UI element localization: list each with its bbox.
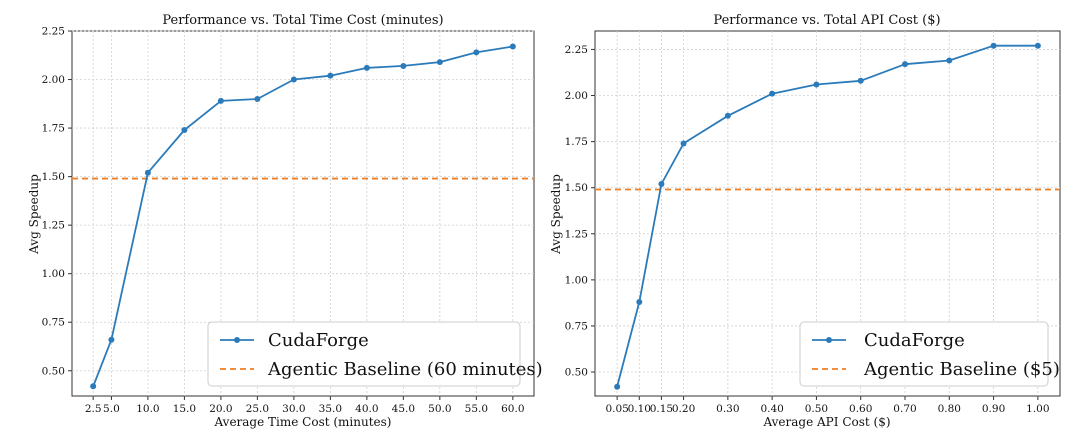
data-point: [509, 43, 516, 50]
x-tick-label: 25.0: [246, 403, 269, 415]
data-point: [181, 127, 188, 134]
legend-box: [207, 321, 521, 387]
data-point: [363, 64, 370, 71]
x-tick-label: 0.60: [849, 403, 872, 415]
x-tick-label: 15.0: [173, 403, 196, 415]
y-tick-label: 1.50: [42, 171, 65, 183]
data-point: [400, 62, 407, 69]
data-point: [144, 169, 151, 176]
data-point: [724, 112, 731, 119]
y-tick-label: 2.25: [565, 44, 588, 56]
data-point: [614, 383, 621, 390]
y-axis-label: Avg Speedup: [549, 174, 563, 255]
x-tick-label: 35.0: [319, 403, 342, 415]
data-point: [857, 77, 864, 84]
y-tick-label: 1.25: [565, 228, 588, 240]
y-tick-label: 2.00: [565, 90, 588, 102]
y-tick-label: 2.25: [42, 26, 65, 38]
legend-series-label: CudaForge: [864, 330, 965, 351]
x-tick-label: 0.80: [938, 403, 961, 415]
legend: CudaForge Agentic Baseline (60 minutes): [207, 321, 543, 387]
x-tick-label: 45.0: [392, 403, 415, 415]
data-point: [254, 95, 261, 102]
x-tick-label: 1.00: [1026, 403, 1049, 415]
x-axis-label: Average API Cost ($): [762, 415, 890, 429]
data-point: [680, 140, 687, 147]
data-series: [90, 43, 516, 390]
y-axis-label: Avg Speedup: [27, 174, 41, 255]
x-tick-label: 20.0: [209, 403, 232, 415]
data-point: [436, 59, 443, 66]
legend-series-label: CudaForge: [268, 330, 369, 351]
data-point: [636, 298, 643, 305]
y-tick-label: 1.00: [565, 274, 588, 286]
data-point: [902, 61, 908, 68]
x-tick-label: 0.50: [805, 403, 828, 415]
y-tick-label: 1.50: [565, 182, 588, 194]
x-axis-label: Average Time Cost (minutes): [213, 415, 391, 429]
chart-title: Performance vs. Total API Cost ($): [713, 13, 940, 28]
plot-area-frame: [594, 30, 1061, 397]
x-tick-label: 10.0: [136, 403, 159, 415]
legend-baseline-label: Agentic Baseline ($5): [863, 359, 1060, 380]
x-tick-label: 5.0: [103, 403, 120, 415]
time-cost-chart: 0.50 0.75 1.00 1.25 1.50 1.75 2.00 2.25 2.5 5.0 10…: [27, 13, 543, 429]
x-tick-label: 50.0: [428, 403, 451, 415]
data-point: [108, 336, 115, 343]
y-tick-label: 0.75: [42, 317, 65, 329]
y-tick-label: 0.75: [565, 320, 588, 332]
x-tick-label: 0.10: [628, 403, 651, 415]
x-tick-label: 55.0: [465, 403, 488, 415]
axis-ticks: 0.50 0.75 1.00 1.25 1.50 1.75 2.00 2.25 2.5 5.0 10…: [42, 26, 525, 416]
x-tick-label: 30.0: [282, 403, 305, 415]
x-tick-label: 40.0: [355, 403, 378, 415]
x-tick-label: 0.90: [982, 403, 1005, 415]
data-point: [769, 90, 776, 97]
data-point: [813, 81, 820, 88]
y-tick-label: 1.25: [42, 220, 65, 232]
data-series: [614, 42, 1041, 390]
y-tick-label: 0.50: [565, 367, 588, 379]
x-tick-label: 0.20: [672, 403, 695, 415]
x-tick-label: 0.30: [716, 403, 739, 415]
legend-series-marker: [826, 337, 832, 343]
data-point: [327, 72, 334, 79]
plot-area-frame: [71, 30, 535, 397]
data-point: [658, 181, 665, 188]
data-point: [473, 49, 480, 56]
x-tick-label: 0.05: [605, 403, 628, 415]
chart-title: Performance vs. Total Time Cost (minutes…: [162, 13, 443, 28]
data-point: [1034, 42, 1041, 49]
legend: CudaForge Agentic Baseline ($5): [799, 321, 1060, 387]
y-tick-label: 1.75: [565, 136, 588, 148]
data-point: [90, 383, 97, 390]
y-tick-label: 2.00: [42, 74, 65, 86]
y-tick-label: 0.50: [42, 365, 65, 377]
y-tick-label: 1.00: [42, 268, 65, 280]
api-cost-chart: 0.50 0.75 1.00 1.25 1.50 1.75 2.00 2.25 0.050.10…: [549, 13, 1061, 429]
data-point: [217, 97, 224, 104]
x-tick-label: 60.0: [501, 403, 524, 415]
legend-series-marker: [234, 337, 240, 343]
legend-baseline-label: Agentic Baseline (60 minutes): [267, 359, 543, 380]
legend-box: [799, 321, 1049, 387]
axis-ticks: 0.50 0.75 1.00 1.25 1.50 1.75 2.00 2.25 0.050.10…: [565, 44, 1050, 415]
x-tick-label: 0.40: [760, 403, 783, 415]
x-tick-label: 0.70: [893, 403, 916, 415]
series-line: [616, 44, 1038, 388]
x-tick-label: 2.5: [85, 403, 102, 415]
x-tick-label: 0.15: [650, 403, 673, 415]
data-point: [946, 57, 953, 64]
data-point: [990, 42, 997, 49]
y-tick-label: 1.75: [42, 123, 65, 135]
data-point: [290, 76, 297, 83]
